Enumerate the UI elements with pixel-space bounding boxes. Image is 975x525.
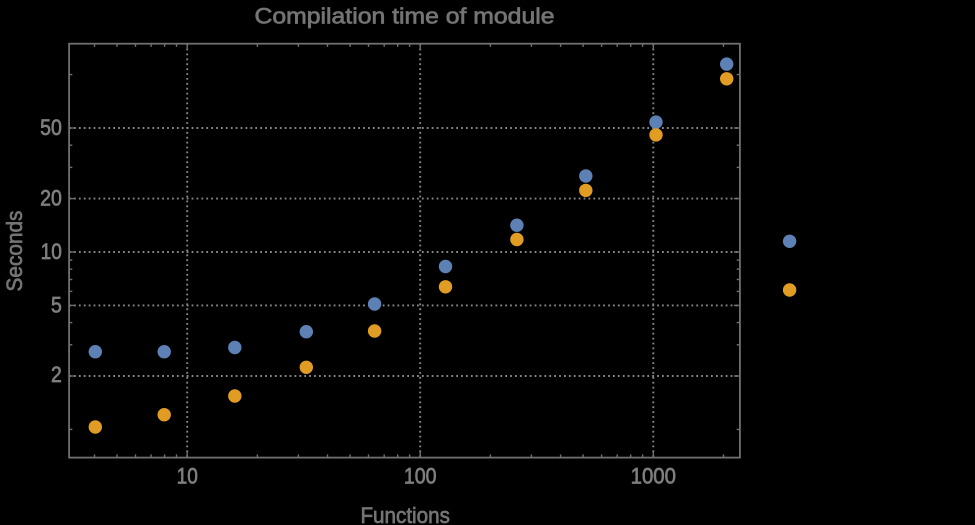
svg-text:10: 10 bbox=[177, 464, 198, 489]
svg-text:Functions: Functions bbox=[360, 503, 450, 525]
svg-text:5: 5 bbox=[51, 292, 62, 317]
svg-text:Compilation time of module: Compilation time of module bbox=[255, 4, 555, 29]
svg-text:50: 50 bbox=[40, 115, 62, 140]
svg-text:100: 100 bbox=[404, 464, 437, 489]
svg-text:10: 10 bbox=[41, 239, 62, 264]
svg-text:1000: 1000 bbox=[631, 464, 676, 489]
svg-text:2: 2 bbox=[51, 362, 62, 387]
svg-text:20: 20 bbox=[40, 186, 62, 211]
svg-text:Seconds: Seconds bbox=[2, 211, 27, 292]
